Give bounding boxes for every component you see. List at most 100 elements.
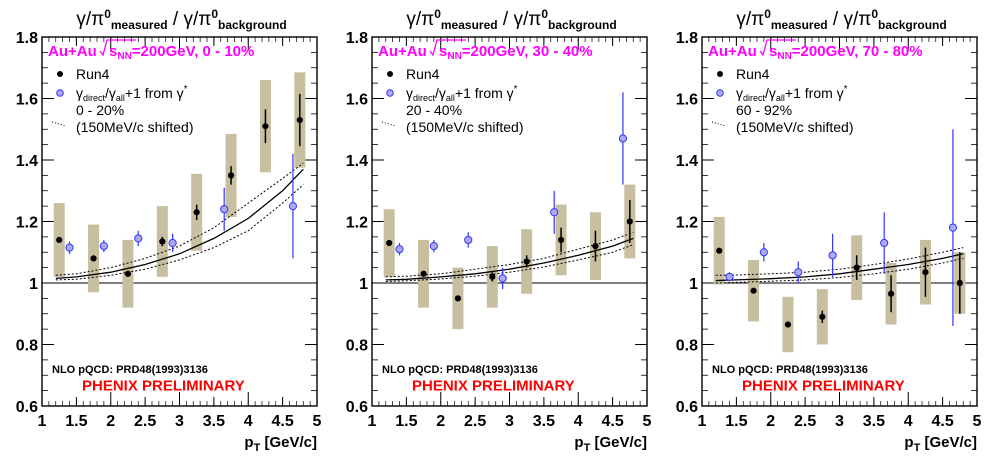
nlo-upper-curve xyxy=(715,247,964,276)
run4-point xyxy=(386,239,393,247)
model-point xyxy=(759,248,768,257)
legend-model-mid: /γ xyxy=(105,85,116,101)
legend-run4-marker xyxy=(717,71,723,77)
nlo-lower-curve xyxy=(55,184,304,281)
x-axis-label-sub: T xyxy=(584,442,591,454)
title-den: γ/π xyxy=(513,9,541,30)
panel-header-rest: sNN=200GeV, 0 - 10% xyxy=(109,43,254,62)
panel-header-rest: sNN=200GeV, 30 - 40% xyxy=(439,43,593,62)
legend-centrality: 60 - 92% xyxy=(736,102,792,118)
legend-run4-marker xyxy=(57,71,63,77)
y-tick-label: 1.6 xyxy=(676,92,698,109)
run4-point xyxy=(262,123,269,130)
nlo-curve xyxy=(385,237,634,281)
x-axis-label-sub: T xyxy=(914,442,921,454)
legend-run4-marker xyxy=(387,71,393,77)
model-point xyxy=(618,134,628,143)
y-tick-label: 1.2 xyxy=(346,215,368,232)
x-tick-label: 4.5 xyxy=(602,413,624,430)
x-tick-label: 5 xyxy=(973,413,982,430)
panel-header: Au+Au xyxy=(378,43,427,60)
legend-centrality: 20 - 40% xyxy=(406,102,462,118)
legend-model-marker xyxy=(716,89,724,97)
run4-point xyxy=(784,321,792,328)
legend-model-label: γdirect/γall+1 from γ* xyxy=(76,84,188,103)
nlo-lower-curve xyxy=(385,244,634,282)
nlo-lower-curve xyxy=(715,257,964,284)
x-tick-label: 2 xyxy=(766,413,775,430)
y-tick-label: 1 xyxy=(359,276,368,293)
model-point xyxy=(395,245,404,254)
legend-model-sub1: direct xyxy=(743,93,766,103)
title-divider: / xyxy=(168,9,184,30)
y-tick-label: 1.4 xyxy=(16,153,38,170)
nlo-reference: NLO pQCD: PRD48(1993)3136 xyxy=(712,364,868,376)
x-axis-label-p: p xyxy=(904,434,913,451)
legend-centrality: 0 - 20% xyxy=(76,102,124,118)
title-den-sub: background xyxy=(548,18,617,32)
legend-model-label: γdirect/γall+1 from γ* xyxy=(736,84,848,103)
title-num-sub: measured xyxy=(111,18,168,32)
run4-point xyxy=(887,290,895,297)
x-tick-label: 4.5 xyxy=(272,413,294,430)
run4-point xyxy=(853,264,860,271)
title-num-sup: 0 xyxy=(434,7,441,21)
y-tick-label: 1.8 xyxy=(676,30,698,47)
x-tick-label: 3 xyxy=(175,413,184,430)
x-axis-label-unit: [GeV/c] xyxy=(920,434,977,451)
preliminary-label: PHENIX PRELIMINARY xyxy=(412,378,575,395)
header-system: Au+Au xyxy=(378,43,427,60)
x-axis-label: pT [GeV/c] xyxy=(244,434,317,454)
title-num: γ/π xyxy=(76,9,104,30)
legend-shifted-line xyxy=(51,121,67,127)
y-tick-label: 1.4 xyxy=(676,153,698,170)
model-point xyxy=(464,235,473,245)
legend-model-sub2: all xyxy=(116,93,125,103)
model-point xyxy=(948,223,958,232)
model-point xyxy=(65,243,74,252)
legend-model-sup: * xyxy=(514,84,518,95)
header-energy: s xyxy=(769,43,777,60)
x-tick-label: 1 xyxy=(698,413,707,430)
x-axis-label-p: p xyxy=(574,434,583,451)
header-energy: s xyxy=(109,43,117,60)
model-point xyxy=(828,251,837,260)
legend-model-sub1: direct xyxy=(83,93,106,103)
title-num-sup: 0 xyxy=(764,7,771,21)
nlo-upper-curve xyxy=(385,231,634,278)
x-axis-label-p: p xyxy=(244,434,253,451)
title-divider: / xyxy=(498,9,514,30)
y-tick-label: 0.8 xyxy=(16,338,38,355)
y-tick-label: 1.6 xyxy=(346,92,368,109)
model-point xyxy=(220,205,229,214)
header-energy-sub: NN xyxy=(447,51,461,62)
x-tick-label: 4 xyxy=(904,413,913,430)
title-num-sup: 0 xyxy=(104,7,111,21)
title-num-sub: measured xyxy=(441,18,498,32)
panel-header: Au+Au xyxy=(708,43,757,60)
preliminary-label: PHENIX PRELIMINARY xyxy=(82,378,245,395)
legend-run4-label: Run4 xyxy=(406,66,440,82)
legend-shifted: (150MeV/c shifted) xyxy=(406,119,524,135)
x-tick-label: 2 xyxy=(106,413,115,430)
header-system: Au+Au xyxy=(48,43,97,60)
x-tick-label: 2.5 xyxy=(134,413,156,430)
panel-title: γ/π0measured / γ/π0background xyxy=(76,7,286,32)
run4-point xyxy=(420,270,427,277)
y-tick-label: 1.4 xyxy=(346,153,368,170)
run4-point xyxy=(454,295,462,302)
y-tick-label: 0.6 xyxy=(676,399,698,416)
run4-point xyxy=(296,116,303,124)
model-point xyxy=(880,238,889,248)
legend-model-sup: * xyxy=(184,84,188,95)
legend-model-post: +1 from γ xyxy=(785,85,844,101)
header-rest: =200GeV, 30 - 40% xyxy=(462,43,593,60)
panel-title: γ/π0measured / γ/π0background xyxy=(406,7,616,32)
legend-shifted: (150MeV/c shifted) xyxy=(76,119,194,135)
model-point xyxy=(99,242,108,251)
x-tick-label: 2.5 xyxy=(794,413,816,430)
sqrt-sign xyxy=(759,39,796,57)
title-den-sub: background xyxy=(218,18,287,32)
run4-point xyxy=(922,269,929,276)
legend-model-marker xyxy=(56,89,64,97)
